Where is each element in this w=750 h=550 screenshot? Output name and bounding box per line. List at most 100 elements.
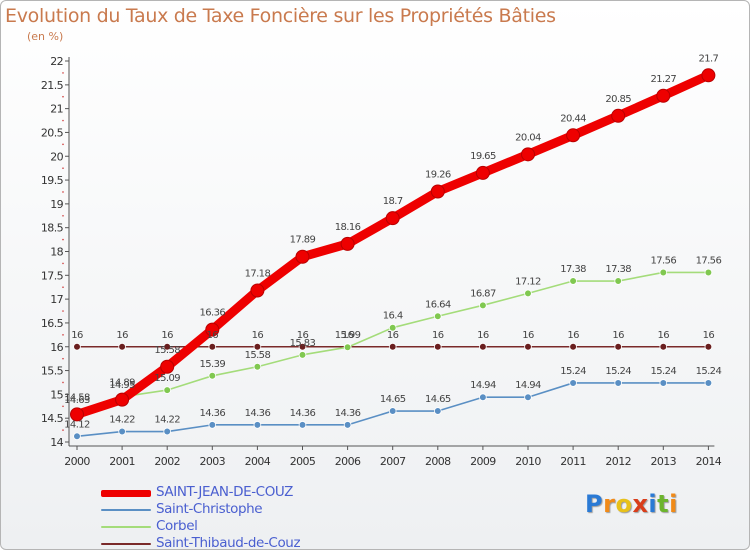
legend-swatch <box>101 543 151 545</box>
data-label: 15.99 <box>335 330 361 341</box>
data-label: 17.89 <box>290 235 316 246</box>
data-label: 14.12 <box>64 419 90 430</box>
data-point <box>118 342 126 351</box>
data-point <box>479 393 487 402</box>
data-label: 19.26 <box>425 169 451 180</box>
data-label: 15.58 <box>245 350 271 361</box>
data-point <box>388 323 397 332</box>
data-point <box>160 359 175 374</box>
data-label: 15.24 <box>605 366 631 377</box>
y-tick-label: 22 <box>50 55 63 68</box>
data-label: 17.12 <box>515 276 541 287</box>
data-point <box>163 386 172 394</box>
legend-label: SAINT-JEAN-DE-COUZ <box>156 484 294 500</box>
series-layer <box>70 68 716 441</box>
y-minor-tick <box>62 95 64 98</box>
x-tick-label: 2008 <box>425 455 451 468</box>
y-tick-label: 17.5 <box>41 269 64 282</box>
axes: 14 14.5 15 15.5 16 16.5 17 17.5 18 18.5 19 19.5 20 20… <box>41 55 722 468</box>
y-minor-tick <box>62 238 64 241</box>
y-tick-label: 17 <box>50 293 63 306</box>
data-point <box>569 379 577 387</box>
y-tick-label: 21.5 <box>41 79 64 92</box>
data-point <box>433 407 442 415</box>
data-point <box>614 277 622 285</box>
data-point <box>614 379 622 387</box>
data-point <box>569 342 577 351</box>
data-label: 15.09 <box>154 373 180 384</box>
data-label: 17.56 <box>650 255 676 266</box>
data-label: 16 <box>432 330 444 341</box>
x-tick-label: 2004 <box>245 455 271 468</box>
data-point <box>659 268 668 277</box>
x-tick-label: 2011 <box>560 455 586 468</box>
proxiti-logo[interactable]: Proxiti <box>585 490 678 518</box>
data-point <box>253 421 262 429</box>
y-minor-tick <box>62 262 64 265</box>
data-point <box>433 312 442 321</box>
data-label: 16.36 <box>199 308 225 319</box>
data-point <box>250 283 265 298</box>
data-point <box>611 108 626 123</box>
data-label: 14.65 <box>380 394 406 405</box>
data-point <box>298 351 307 359</box>
data-label: 14.58 <box>64 392 90 403</box>
data-label: 15.58 <box>154 345 180 356</box>
y-tick-label: 18.5 <box>41 222 64 235</box>
y-tick-label: 16 <box>50 341 63 354</box>
data-label: 16 <box>71 330 83 341</box>
y-minor-tick <box>62 429 64 431</box>
data-label: 19.65 <box>470 151 496 162</box>
data-label: 16 <box>522 330 534 341</box>
y-tick-label: 18 <box>50 246 63 259</box>
y-axis-unit: (en %) <box>27 30 64 43</box>
data-label: 16 <box>658 330 670 341</box>
data-label: 17.38 <box>605 264 631 275</box>
data-point <box>163 427 172 436</box>
legend-label: Corbel <box>156 518 198 534</box>
logo-letter: o <box>615 490 633 518</box>
legend-swatch <box>101 509 151 511</box>
data-label: 14.36 <box>335 408 361 419</box>
logo-letter: x <box>632 490 649 518</box>
data-point <box>70 407 84 422</box>
y-minor-tick <box>62 357 64 360</box>
data-label: 16 <box>477 330 489 341</box>
data-label: 14.94 <box>515 380 541 391</box>
data-label: 15.83 <box>290 338 316 349</box>
legend-swatch <box>101 526 151 528</box>
x-tick-label: 2010 <box>515 455 541 468</box>
x-tick-label: 2013 <box>650 455 676 468</box>
data-label: 17.56 <box>696 255 722 266</box>
logo-letter: P <box>585 490 604 518</box>
data-label: 16.87 <box>470 288 496 299</box>
data-point <box>388 342 397 351</box>
data-point <box>475 165 490 180</box>
data-label: 14.63 <box>64 395 90 406</box>
data-point <box>343 343 352 352</box>
data-label: 14.94 <box>470 380 496 391</box>
data-label: 16 <box>567 330 579 341</box>
y-tick-label: 15.5 <box>41 365 64 378</box>
data-point <box>704 342 713 351</box>
data-point <box>163 342 172 351</box>
data-point <box>524 289 532 298</box>
data-point <box>433 342 442 351</box>
data-label: 18.7 <box>383 196 403 207</box>
y-minor-tick <box>62 381 64 384</box>
data-point <box>479 342 487 351</box>
x-tick-label: 2007 <box>380 455 406 468</box>
data-label: 14.89 <box>109 378 135 389</box>
data-point <box>205 322 220 337</box>
y-minor-tick <box>62 167 64 169</box>
y-tick-label: 15 <box>50 388 63 401</box>
data-label: 16 <box>297 330 309 341</box>
x-tick-label: 2002 <box>154 455 180 468</box>
y-minor-tick <box>62 334 64 336</box>
data-label: 16 <box>612 330 624 341</box>
chart-title: Evolution du Taux de Taxe Foncière sur l… <box>5 5 556 27</box>
data-point <box>298 421 307 429</box>
data-label: 15.39 <box>199 359 225 370</box>
data-label: 16 <box>207 330 219 341</box>
